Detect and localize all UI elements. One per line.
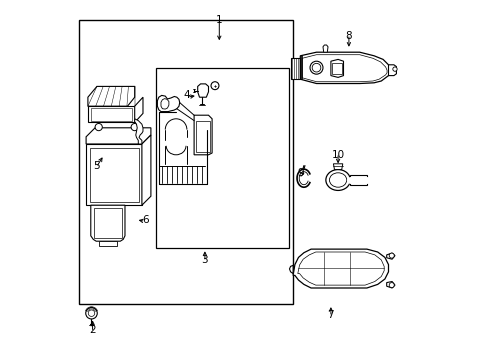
Polygon shape: [387, 65, 396, 76]
Circle shape: [309, 61, 322, 74]
Circle shape: [392, 67, 396, 71]
Bar: [196, 121, 209, 152]
Circle shape: [88, 310, 95, 316]
Text: 1: 1: [216, 15, 222, 25]
Polygon shape: [99, 241, 117, 246]
Polygon shape: [330, 59, 343, 77]
Polygon shape: [386, 282, 394, 288]
Polygon shape: [386, 253, 394, 259]
Polygon shape: [157, 95, 179, 112]
Polygon shape: [197, 84, 208, 97]
Polygon shape: [322, 45, 327, 52]
Circle shape: [85, 307, 97, 319]
Text: 5: 5: [93, 161, 99, 171]
Ellipse shape: [329, 173, 346, 187]
Bar: [79, 20, 292, 304]
Polygon shape: [161, 99, 168, 109]
Bar: [91, 108, 132, 121]
Circle shape: [131, 123, 138, 131]
Text: 7: 7: [327, 310, 333, 320]
Bar: [94, 208, 122, 238]
Polygon shape: [297, 252, 384, 285]
Circle shape: [388, 283, 393, 288]
Polygon shape: [289, 265, 292, 274]
Polygon shape: [142, 135, 151, 205]
Text: 3: 3: [201, 255, 208, 265]
Polygon shape: [134, 119, 142, 144]
Text: 8: 8: [345, 31, 351, 41]
Polygon shape: [88, 86, 134, 106]
Polygon shape: [86, 128, 151, 144]
Text: 6: 6: [142, 215, 148, 225]
Circle shape: [95, 123, 102, 131]
Ellipse shape: [325, 170, 349, 190]
Circle shape: [311, 63, 320, 72]
Polygon shape: [194, 115, 212, 155]
Bar: [332, 63, 341, 74]
Bar: [89, 148, 139, 202]
Bar: [156, 68, 289, 248]
Polygon shape: [291, 58, 300, 79]
Text: 4: 4: [183, 90, 190, 100]
Polygon shape: [134, 97, 142, 122]
Circle shape: [211, 82, 219, 90]
Circle shape: [388, 253, 393, 258]
Polygon shape: [333, 164, 342, 170]
Polygon shape: [292, 249, 387, 288]
Text: 10: 10: [331, 150, 344, 160]
Text: 9: 9: [296, 168, 303, 178]
Polygon shape: [86, 144, 142, 205]
Polygon shape: [91, 205, 125, 241]
Polygon shape: [88, 106, 134, 122]
Bar: [349, 175, 366, 185]
Polygon shape: [300, 52, 389, 84]
Text: 2: 2: [89, 325, 96, 336]
Polygon shape: [302, 55, 386, 82]
